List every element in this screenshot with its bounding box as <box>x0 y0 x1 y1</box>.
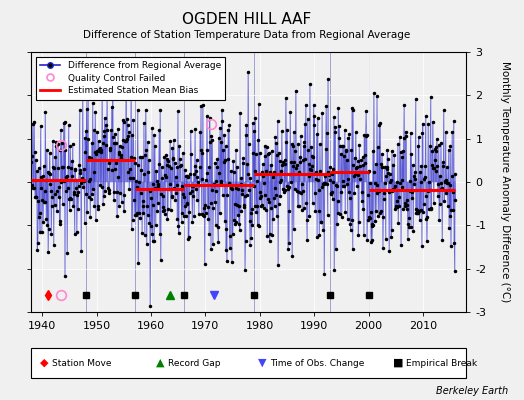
Text: ◆: ◆ <box>40 358 49 368</box>
Text: Difference of Station Temperature Data from Regional Average: Difference of Station Temperature Data f… <box>83 30 410 40</box>
Text: ▲: ▲ <box>156 358 164 368</box>
Text: ■: ■ <box>393 358 403 368</box>
Text: Time of Obs. Change: Time of Obs. Change <box>270 358 364 368</box>
Text: ▼: ▼ <box>258 358 266 368</box>
Text: Empirical Break: Empirical Break <box>406 358 477 368</box>
Text: OGDEN HILL AAF: OGDEN HILL AAF <box>182 12 311 27</box>
Text: Record Gap: Record Gap <box>168 358 220 368</box>
Y-axis label: Monthly Temperature Anomaly Difference (°C): Monthly Temperature Anomaly Difference (… <box>500 61 510 303</box>
Legend: Difference from Regional Average, Quality Control Failed, Estimated Station Mean: Difference from Regional Average, Qualit… <box>36 56 225 100</box>
Text: Berkeley Earth: Berkeley Earth <box>436 386 508 396</box>
Text: Station Move: Station Move <box>52 358 112 368</box>
